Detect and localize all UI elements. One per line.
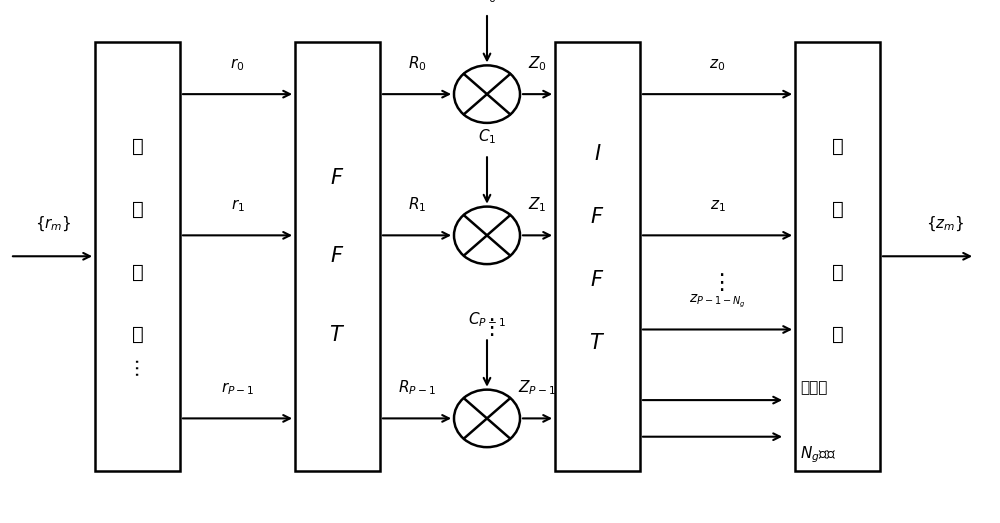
- Text: $R_1$: $R_1$: [408, 196, 426, 214]
- Text: 换: 换: [832, 325, 843, 344]
- Bar: [95, 42, 180, 471]
- Bar: [555, 42, 640, 471]
- Text: 并: 并: [132, 200, 143, 219]
- Text: $r_{P-1}$: $r_{P-1}$: [221, 381, 254, 397]
- Text: $r_1$: $r_1$: [231, 198, 244, 214]
- Text: $Z_1$: $Z_1$: [528, 196, 547, 214]
- Text: $C_0$: $C_0$: [478, 0, 496, 5]
- Text: $R_0$: $R_0$: [408, 54, 426, 73]
- Bar: [795, 42, 880, 471]
- Text: $\vdots$: $\vdots$: [710, 271, 725, 293]
- Text: 转: 转: [832, 263, 843, 281]
- Text: $R_{P-1}$: $R_{P-1}$: [398, 379, 436, 397]
- Text: $C_{P-1}$: $C_{P-1}$: [468, 311, 506, 329]
- Text: $F$: $F$: [330, 168, 345, 188]
- Text: $z_0$: $z_0$: [709, 58, 726, 73]
- Text: $F$: $F$: [590, 270, 605, 290]
- Text: $z_{P-1-N_g}$: $z_{P-1-N_g}$: [689, 292, 746, 309]
- Text: $r_0$: $r_0$: [230, 56, 245, 73]
- Text: $T$: $T$: [329, 325, 346, 345]
- Text: $\cdots$: $\cdots$: [128, 359, 147, 378]
- Text: $Z_{P-1}$: $Z_{P-1}$: [518, 379, 557, 397]
- Text: $C_1$: $C_1$: [478, 128, 496, 146]
- Text: $I$: $I$: [594, 144, 601, 164]
- Text: $N_g$个点: $N_g$个点: [800, 445, 836, 465]
- Text: $z_1$: $z_1$: [710, 199, 725, 214]
- Text: $T$: $T$: [589, 333, 606, 353]
- Text: 串: 串: [132, 137, 143, 156]
- Text: 去掉后: 去掉后: [800, 380, 827, 395]
- Text: $\{r_m\}$: $\{r_m\}$: [35, 214, 71, 233]
- Text: $F$: $F$: [590, 207, 605, 227]
- Text: 转: 转: [132, 263, 143, 281]
- Bar: [295, 42, 380, 471]
- Text: $F$: $F$: [330, 246, 345, 266]
- Text: $Z_0$: $Z_0$: [528, 54, 547, 73]
- Text: $\vdots$: $\vdots$: [480, 316, 494, 338]
- Text: 串: 串: [832, 200, 843, 219]
- Text: 并: 并: [832, 137, 843, 156]
- Text: $\{z_m\}$: $\{z_m\}$: [926, 214, 964, 233]
- Text: 换: 换: [132, 325, 143, 344]
